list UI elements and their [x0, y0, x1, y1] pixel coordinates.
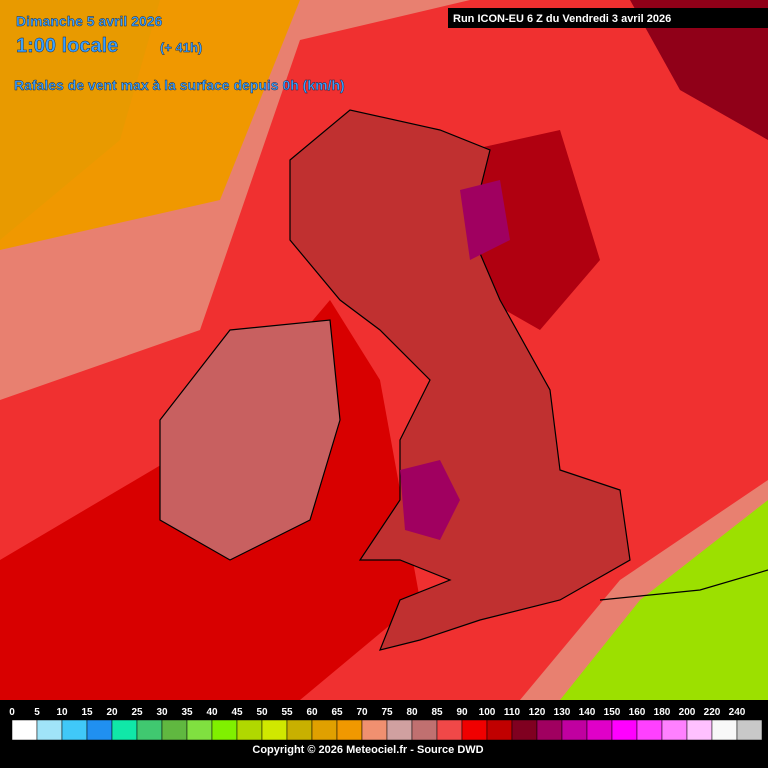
- legend-swatch: [61, 719, 88, 741]
- legend-swatch: [611, 719, 638, 741]
- wind-zone: [0, 0, 160, 240]
- legend-label: 20: [106, 707, 118, 718]
- legend-label: 5: [34, 707, 40, 718]
- legend-swatch: [736, 719, 763, 741]
- legend-label: 90: [456, 707, 468, 718]
- legend-label: 110: [504, 707, 521, 718]
- legend-label: 85: [431, 707, 443, 718]
- time: 1:00 locale: [16, 35, 118, 57]
- legend: 0 5 10 15 20 25 30 35 40 45 50 55 60 65 70 75 80 85 90 100 1…: [9, 707, 763, 741]
- legend-swatch: [436, 719, 463, 741]
- legend-label: 160: [629, 707, 646, 718]
- legend-label: 120: [529, 707, 546, 718]
- legend-label: 15: [81, 707, 93, 718]
- legend-label: 80: [406, 707, 418, 718]
- legend-swatch: [411, 719, 438, 741]
- wind-zone: [560, 500, 768, 700]
- legend-label: 240: [729, 707, 746, 718]
- legend-label: 100: [479, 707, 496, 718]
- legend-swatch: [111, 719, 138, 741]
- legend-label: 55: [281, 707, 293, 718]
- legend-label: 70: [356, 707, 368, 718]
- copyright: Copyright © 2026 Meteociel.fr - Source D…: [252, 744, 483, 756]
- date: Dimanche 5 avril 2026: [16, 13, 163, 29]
- legend-swatch: [386, 719, 413, 741]
- legend-swatch: [86, 719, 113, 741]
- legend-label: 50: [256, 707, 268, 718]
- legend-swatch: [236, 719, 263, 741]
- legend-swatch: [636, 719, 663, 741]
- coastline: [599, 569, 768, 601]
- legend-swatch: [311, 719, 338, 741]
- run-box: [448, 8, 768, 28]
- legend-label: 150: [604, 707, 621, 718]
- legend-swatch: [11, 719, 38, 741]
- legend-swatch: [186, 719, 213, 741]
- legend-label: 75: [381, 707, 393, 718]
- legend-swatch: [161, 719, 188, 741]
- legend-label: 180: [654, 707, 671, 718]
- wind-zone: [630, 0, 768, 140]
- legend-swatch: [336, 719, 363, 741]
- legend-swatch: [511, 719, 538, 741]
- legend-label: 0: [9, 707, 15, 718]
- legend-label: 30: [156, 707, 168, 718]
- legend-swatch: [561, 719, 588, 741]
- legend-swatch: [211, 719, 238, 741]
- legend-swatch: [486, 719, 513, 741]
- legend-swatch: [536, 719, 563, 741]
- legend-swatch: [711, 719, 738, 741]
- subtitle: Rafales de vent max à la surface depuis …: [14, 77, 345, 93]
- ireland: [159, 319, 341, 561]
- legend-swatch: [36, 719, 63, 741]
- legend-swatch: [586, 719, 613, 741]
- legend-swatch: [661, 719, 688, 741]
- legend-swatch: [136, 719, 163, 741]
- legend-label: 130: [554, 707, 571, 718]
- legend-label: 220: [704, 707, 721, 718]
- offset: (+ 41h): [160, 40, 202, 55]
- wind-zone: [470, 130, 600, 330]
- legend-swatch: [686, 719, 713, 741]
- legend-label: 10: [56, 707, 68, 718]
- run-info: Run ICON-EU 6 Z du Vendredi 3 avril 2026: [453, 13, 671, 25]
- wind-zone: [460, 180, 510, 260]
- legend-swatch: [461, 719, 488, 741]
- legend-label: 200: [679, 707, 696, 718]
- legend-label: 25: [131, 707, 143, 718]
- legend-label: 45: [231, 707, 243, 718]
- legend-label: 60: [306, 707, 318, 718]
- legend-swatch: [286, 719, 313, 741]
- legend-label: 40: [206, 707, 218, 718]
- legend-label: 140: [579, 707, 596, 718]
- legend-swatch: [361, 719, 388, 741]
- legend-label: 35: [181, 707, 193, 718]
- legend-label: 65: [331, 707, 343, 718]
- wind-zone: [400, 460, 460, 540]
- legend-swatch: [261, 719, 288, 741]
